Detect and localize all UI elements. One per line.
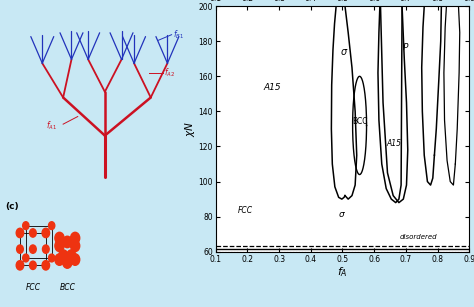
Circle shape <box>48 222 55 230</box>
Text: FCC: FCC <box>238 206 253 215</box>
Circle shape <box>71 240 80 252</box>
Text: P: P <box>402 43 408 52</box>
Text: BCC: BCC <box>352 117 368 126</box>
Text: $f_{A2}$: $f_{A2}$ <box>164 67 175 79</box>
Circle shape <box>17 245 23 253</box>
Circle shape <box>55 232 64 244</box>
Circle shape <box>29 245 36 253</box>
Circle shape <box>55 240 64 252</box>
Circle shape <box>55 254 64 265</box>
X-axis label: $f_A$: $f_A$ <box>337 265 348 279</box>
Circle shape <box>48 254 55 262</box>
Circle shape <box>23 254 29 262</box>
Text: A15: A15 <box>386 139 401 149</box>
Circle shape <box>43 245 49 253</box>
Text: (c): (c) <box>5 202 18 211</box>
Text: FCC: FCC <box>25 282 40 292</box>
Circle shape <box>23 222 29 230</box>
Y-axis label: $\chi N$: $\chi N$ <box>183 121 197 137</box>
Circle shape <box>16 228 24 238</box>
Text: $f_{A1}$: $f_{A1}$ <box>46 120 58 132</box>
Text: $f_{B1}$: $f_{B1}$ <box>173 29 184 41</box>
Circle shape <box>71 232 80 244</box>
Circle shape <box>63 257 72 268</box>
Circle shape <box>67 250 76 261</box>
Circle shape <box>29 261 36 270</box>
Text: disordered: disordered <box>400 235 438 240</box>
Circle shape <box>29 229 36 237</box>
Text: $\sigma$: $\sigma$ <box>338 210 346 219</box>
Circle shape <box>16 261 24 270</box>
Circle shape <box>63 236 72 248</box>
Circle shape <box>59 250 68 261</box>
Circle shape <box>42 228 50 238</box>
Text: A15: A15 <box>264 83 282 92</box>
Text: BCC: BCC <box>59 282 75 292</box>
Circle shape <box>42 261 50 270</box>
Circle shape <box>71 254 80 265</box>
Text: $\sigma$: $\sigma$ <box>339 47 348 57</box>
